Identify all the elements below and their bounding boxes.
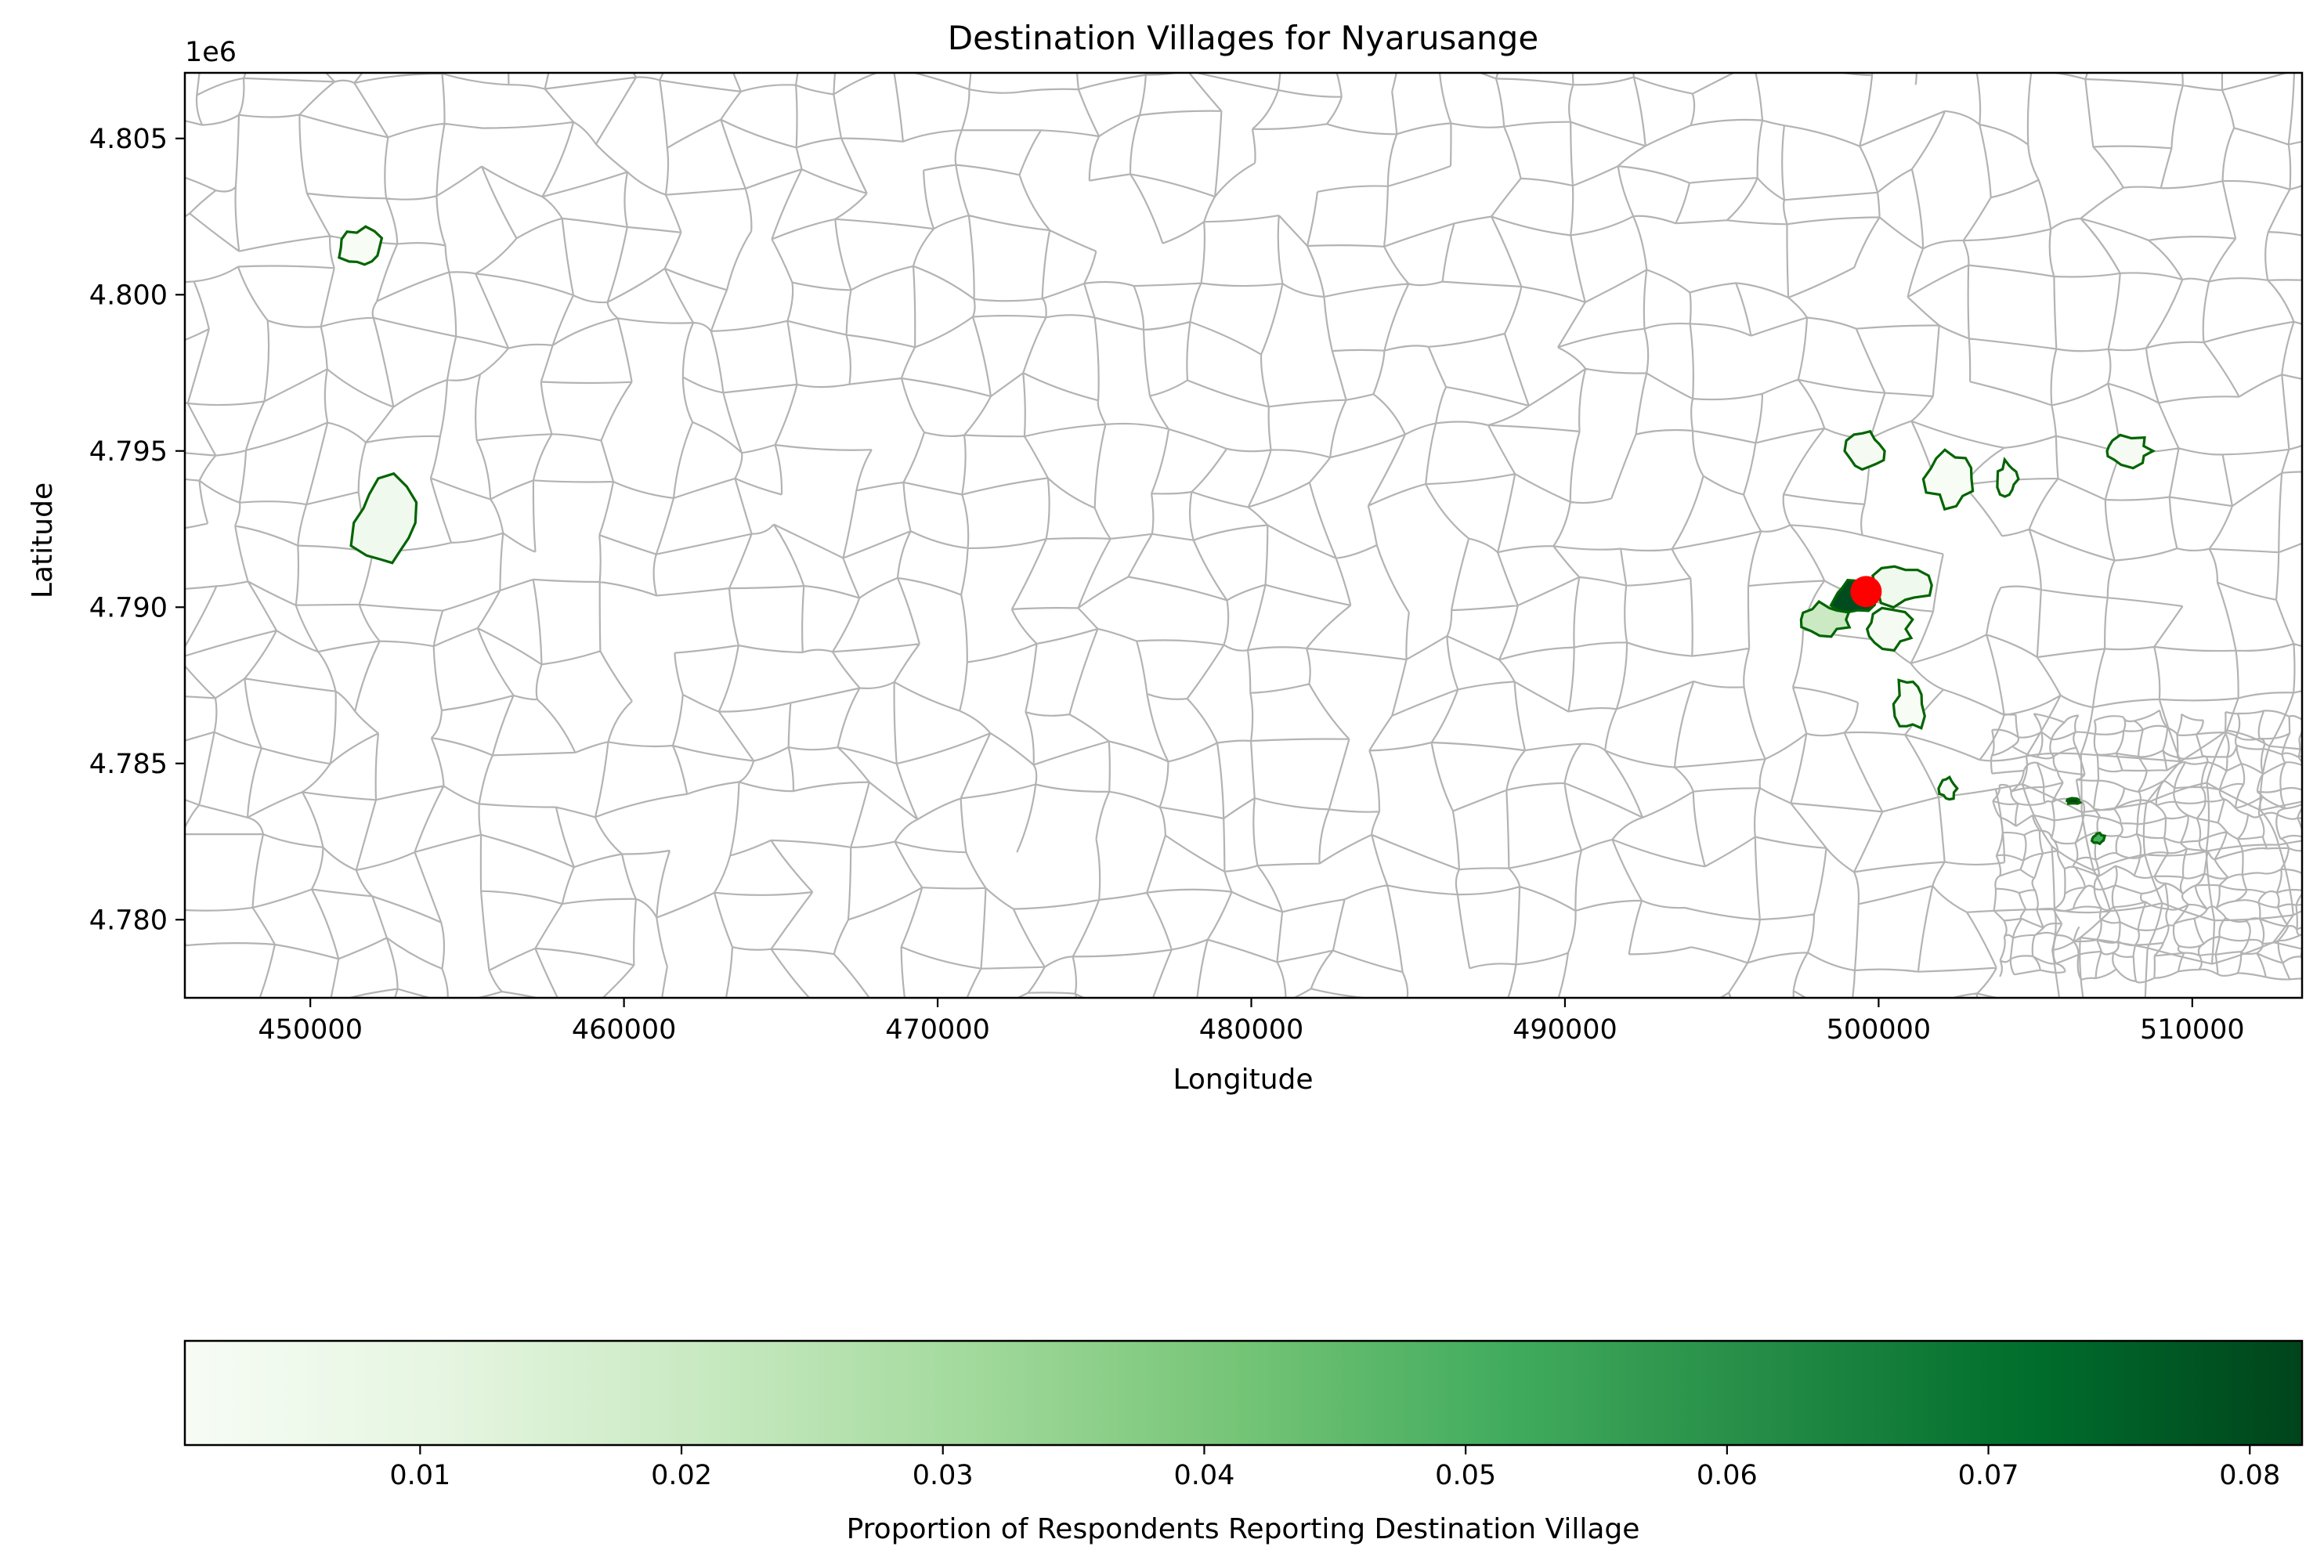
y-tick-label: 4.780 [89,905,168,936]
x-axis-ticks: 450000 460000 470000 480000 490000 500000 5100… [258,998,2245,1046]
colorbar-tick-label: 0.08 [2219,1460,2280,1491]
x-tick-label: 470000 [885,1014,990,1046]
x-tick-label: 500000 [1827,1014,1932,1046]
map-panel: 450000 460000 470000 480000 490000 500000 5100… [89,71,2304,1046]
destination-village-10 [2105,433,2156,470]
origin-marker [1850,576,1882,608]
destination-village-11 [1892,678,1926,730]
y-tick-label: 4.800 [89,280,168,311]
colorbar-ticks: 0.01 0.02 0.03 0.04 0.05 0.06 0.07 0.08 [389,1445,2280,1491]
rural-boundaries [185,73,2302,998]
destination-village-7 [1843,429,1886,471]
colorbar-tick-label: 0.06 [1697,1460,1758,1491]
colorbar-label: Proportion of Respondents Reporting Dest… [847,1513,1640,1545]
boundary-lines [185,73,2302,998]
colorbar-tick-label: 0.07 [1958,1460,2019,1491]
colorbar-tick-label: 0.05 [1435,1460,1496,1491]
village-boundaries [185,73,2302,998]
boundary-lines [1990,709,2302,984]
x-tick-label: 510000 [2140,1014,2245,1046]
destination-village-4 [1799,600,1852,638]
x-tick-label: 460000 [572,1014,677,1046]
y-axis-ticks: 4.780 4.785 4.790 4.795 4.800 4.805 [89,124,185,936]
destination-village-14 [2090,831,2107,846]
destination-village-8 [1921,448,1975,511]
map-title: Destination Villages for Nyarusange [948,19,1538,57]
x-tick-label: 490000 [1513,1014,1617,1046]
y-tick-label: 4.790 [89,592,168,623]
map-frame [183,71,2304,999]
x-tick-label: 480000 [1199,1014,1304,1046]
destination-village-6 [1865,606,1914,652]
colorbar-gradient [183,1339,2304,1447]
colorbar-tick-label: 0.01 [389,1460,450,1491]
colorbar: 0.01 0.02 0.03 0.04 0.05 0.06 0.07 0.08 Proport… [183,1339,2304,1545]
x-axis-label: Longitude [1173,1064,1313,1096]
colorbar-tick-label: 0.02 [651,1460,712,1491]
y-tick-label: 4.805 [89,124,168,155]
destination-village-1 [338,225,384,266]
destination-village-9 [1996,457,2020,498]
colorbar-tick-label: 0.04 [1173,1460,1234,1491]
urban-boundaries [1990,709,2302,984]
y-tick-label: 4.795 [89,436,168,468]
colorbar-tick-label: 0.03 [913,1460,974,1491]
x-tick-label: 450000 [258,1014,363,1046]
destination-village-13 [2066,797,2083,805]
y-axis-label: Latitude [27,482,59,598]
y-tick-label: 4.785 [89,749,168,780]
destination-village-12 [1937,775,1959,801]
y-offset-label: 1e6 [185,37,237,68]
destination-village-2 [349,471,418,565]
